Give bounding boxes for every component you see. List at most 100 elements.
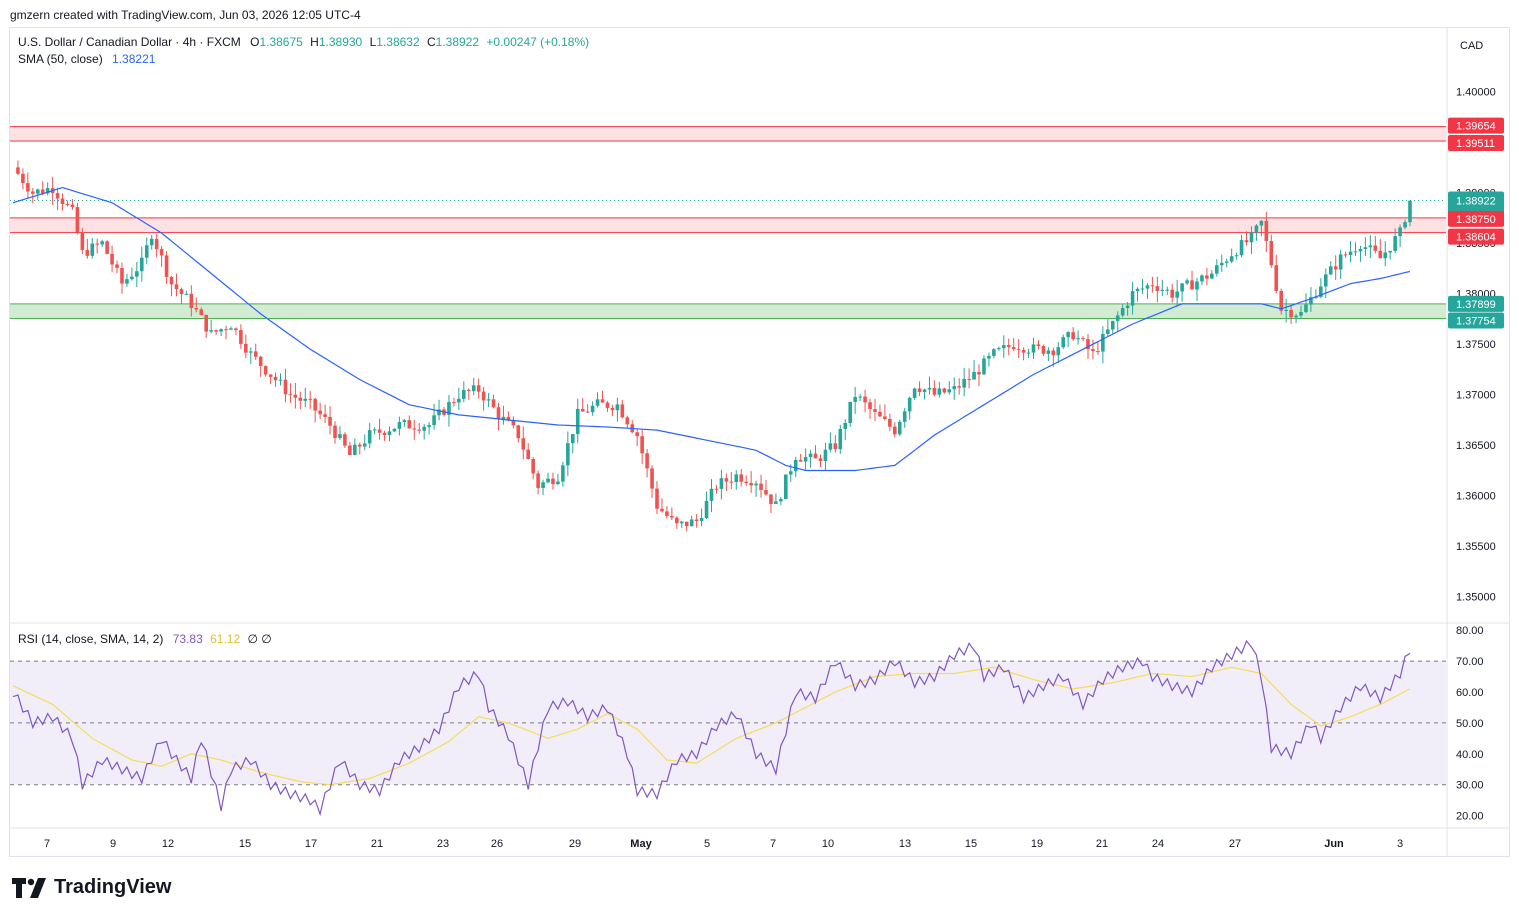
candle-body — [793, 459, 798, 472]
candle-body — [402, 420, 407, 423]
badge-zone0-bottom: 1.39511 — [1456, 138, 1495, 150]
candle-body — [1031, 344, 1036, 353]
candle-body — [174, 284, 179, 290]
candle-body — [561, 465, 565, 482]
rsi-tick-label: 40.00 — [1456, 749, 1484, 761]
candle-body — [40, 189, 45, 194]
time-tick-label: 7 — [44, 838, 50, 850]
rsi-band — [10, 661, 1446, 785]
sma-value: 1.38221 — [112, 52, 156, 66]
time-tick-label: 9 — [110, 838, 116, 850]
candle-body — [585, 411, 590, 413]
candle-body — [501, 416, 506, 420]
candle-body — [704, 500, 709, 518]
candle-body — [902, 411, 907, 422]
candle-body — [1195, 281, 1199, 290]
candle-body — [481, 391, 486, 401]
tradingview-logo[interactable]: TradingView — [12, 876, 171, 899]
candle-body — [1180, 283, 1184, 292]
candle-body — [224, 329, 228, 331]
candle-body — [655, 488, 659, 509]
candle-body — [427, 425, 431, 427]
candle-body — [1056, 347, 1061, 356]
candle-body — [1284, 309, 1288, 311]
candle-body — [214, 330, 218, 332]
candle-body — [362, 443, 367, 447]
candle-body — [566, 443, 570, 466]
candle-body — [1110, 320, 1115, 330]
candle-body — [1130, 291, 1135, 306]
badge-zone2-bottom-bg — [1448, 312, 1504, 329]
candle-body — [679, 521, 684, 524]
candle-body — [184, 293, 189, 295]
candle-body — [387, 431, 392, 436]
candle-body — [496, 407, 501, 420]
candle-body — [590, 405, 595, 413]
candle-body — [60, 198, 65, 205]
candle-body — [486, 399, 491, 401]
candle-body — [784, 474, 788, 500]
candle-body — [169, 276, 174, 285]
candle-body — [1234, 255, 1239, 257]
candle-body — [16, 167, 20, 174]
candle-body — [1155, 286, 1160, 291]
candle-body — [917, 388, 922, 393]
candle-body — [982, 358, 986, 375]
candle-body — [1408, 200, 1412, 223]
candle-body — [1026, 352, 1031, 354]
sma-legend: SMA (50, close) 1.38221 — [18, 52, 155, 66]
candle-body — [927, 388, 932, 390]
candle-body — [1343, 254, 1348, 256]
badge-zone1-bottom-bg — [1448, 228, 1504, 245]
candle-body — [353, 444, 357, 455]
time-tick-label: 5 — [704, 838, 710, 850]
candle-body — [1224, 261, 1229, 263]
candle-body — [263, 366, 268, 375]
candle-body — [35, 189, 40, 194]
rsi-tick-label: 60.00 — [1456, 687, 1484, 699]
candle-body — [907, 397, 912, 412]
candle-body — [665, 511, 669, 516]
candle-body — [70, 204, 75, 207]
candle-body — [382, 432, 387, 436]
candle-body — [625, 417, 630, 425]
candle-body — [1115, 315, 1120, 321]
candle-body — [1086, 339, 1090, 350]
rsi-line — [12, 639, 1411, 817]
badge-zone2-top: 1.37899 — [1456, 299, 1496, 311]
candle-body — [878, 411, 882, 417]
candle-body — [1140, 288, 1145, 290]
candle-body — [1006, 345, 1011, 348]
candle-body — [575, 408, 580, 435]
candle-body — [476, 385, 481, 392]
candle-body — [719, 478, 724, 489]
candle-body — [838, 428, 843, 450]
candle-body — [1036, 344, 1041, 347]
candle-body — [1328, 266, 1333, 275]
ohlc-high: H1.38930 — [310, 35, 363, 49]
candle-body — [1388, 250, 1392, 253]
candle-body — [95, 243, 100, 245]
candle-body — [779, 499, 783, 502]
price-tick-label: 1.35500 — [1456, 541, 1496, 553]
candle-body — [987, 355, 991, 359]
candle-body — [100, 241, 104, 245]
badge-zone2-top-bg — [1448, 295, 1504, 312]
candle-body — [977, 372, 981, 375]
candle-body — [873, 409, 877, 412]
candle-body — [684, 521, 689, 527]
candle-body — [788, 471, 793, 475]
candle-body — [1160, 289, 1165, 291]
price-tick-label: 1.36000 — [1456, 491, 1496, 503]
candle-body — [462, 389, 466, 399]
candle-body — [1170, 289, 1175, 298]
candle-body — [1016, 349, 1021, 351]
candle-body — [258, 356, 263, 367]
price-legend: U.S. Dollar / Canadian Dollar · 4h · FXC… — [18, 35, 589, 49]
candle-body — [432, 415, 436, 426]
candle-body — [1076, 338, 1080, 340]
candle-body — [1185, 280, 1189, 284]
candle-body — [110, 253, 114, 265]
candle-body — [1120, 307, 1125, 316]
